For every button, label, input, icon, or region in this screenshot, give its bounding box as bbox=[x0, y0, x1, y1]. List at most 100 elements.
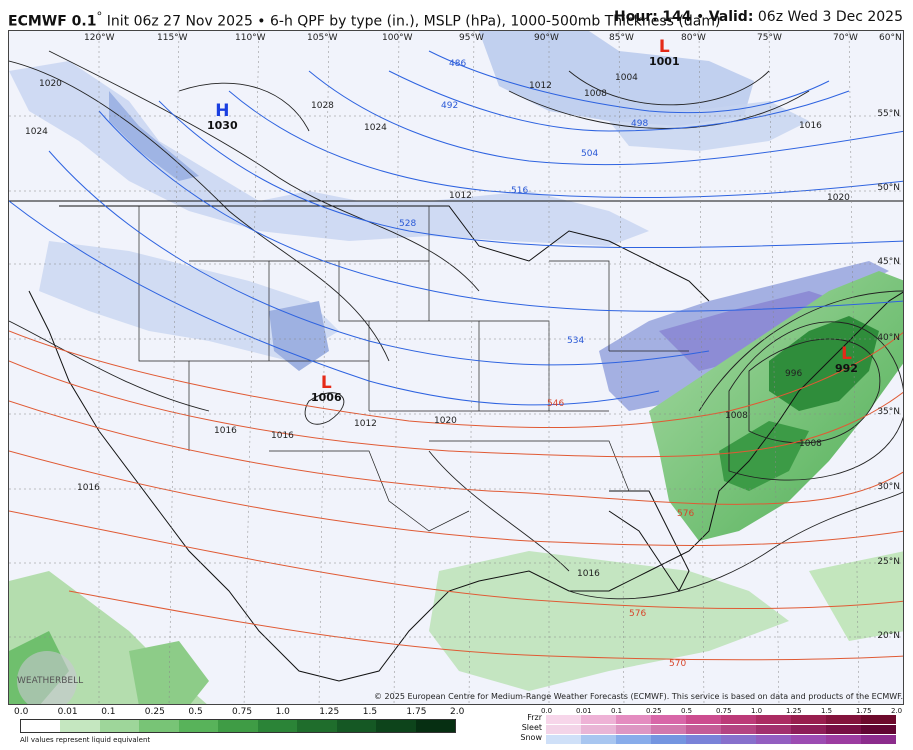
isobars bbox=[9, 50, 903, 600]
rain-tick-label: 1.5 bbox=[362, 707, 378, 717]
rain-swatch bbox=[376, 720, 416, 732]
isobar-label: 1020 bbox=[827, 193, 850, 203]
isobar-label: 1008 bbox=[799, 439, 822, 449]
lat-label: 55°N bbox=[877, 109, 900, 119]
lat-label: 20°N bbox=[877, 631, 900, 641]
sleet-swatch bbox=[721, 725, 756, 734]
sleet-swatch bbox=[546, 725, 581, 734]
lat-label: 45°N bbox=[877, 257, 900, 267]
sleet-swatch bbox=[861, 725, 896, 734]
snow-swatch bbox=[791, 735, 826, 744]
snow-swatch bbox=[616, 735, 651, 744]
rain-swatch bbox=[257, 720, 298, 732]
thickness-blue bbox=[9, 50, 903, 406]
isobar-label: 1020 bbox=[434, 416, 457, 426]
ptype-tick-label: 0.0 bbox=[541, 707, 553, 715]
thickness-label: 570 bbox=[669, 659, 687, 669]
valid-time: Hour: 144 • Valid: 06z Wed 3 Dec 2025 bbox=[614, 9, 903, 25]
frzr-swatch bbox=[546, 715, 581, 724]
ptype-tick-label: 0.75 bbox=[716, 707, 732, 715]
isobar-label: 1012 bbox=[529, 81, 552, 91]
lon-label: 85°W bbox=[609, 33, 634, 43]
hour-label: Hour: bbox=[614, 9, 658, 25]
thickness-label: 576 bbox=[677, 509, 695, 519]
frzr-swatch bbox=[861, 715, 896, 724]
weather-map: 120°W 115°W 110°W 105°W 100°W 95°W 90°W … bbox=[8, 30, 904, 705]
rain-swatch bbox=[99, 720, 140, 732]
isobar-label: 1012 bbox=[449, 191, 472, 201]
ptype-tick-label: 0.25 bbox=[646, 707, 662, 715]
lon-label: 90°W bbox=[534, 33, 559, 43]
rain-tick-label: 0.1 bbox=[101, 707, 116, 717]
rain-tick-label: 0.5 bbox=[188, 707, 203, 717]
isobar-label: 1008 bbox=[584, 89, 607, 99]
snow-swatch bbox=[686, 735, 721, 744]
ptype-tick-label: 0.01 bbox=[576, 707, 592, 715]
sleet-swatch bbox=[581, 725, 616, 734]
sleet-swatch bbox=[651, 725, 686, 734]
coastlines bbox=[9, 200, 903, 682]
rain-swatch bbox=[415, 720, 455, 732]
rain-swatch bbox=[139, 720, 179, 732]
thickness-red bbox=[9, 330, 903, 661]
frzr-swatch bbox=[651, 715, 686, 724]
lat-label: 25°N bbox=[877, 557, 900, 567]
snow-swatch bbox=[826, 735, 861, 744]
isobar-label: 1016 bbox=[77, 483, 100, 493]
valid-label: Valid: bbox=[708, 9, 754, 25]
snow-swatch bbox=[581, 735, 616, 744]
map-graphics bbox=[9, 31, 903, 704]
weatherbell-logo: WEATHERBELL bbox=[17, 651, 83, 704]
rain-tick-label: 2.0 bbox=[450, 707, 465, 717]
isobar-label: 1016 bbox=[214, 426, 237, 436]
lon-label: 75°W bbox=[757, 33, 782, 43]
lon-label: 110°W bbox=[235, 33, 266, 43]
rain-swatch bbox=[336, 720, 377, 732]
lon-label: 105°W bbox=[307, 33, 338, 43]
ptype-tick-label: 1.25 bbox=[786, 707, 802, 715]
legend: 0.0 0.01 0.1 0.25 0.5 0.75 1.0 1.25 1.5 1.75 2.0 A… bbox=[0, 705, 913, 750]
rain-swatch bbox=[21, 720, 61, 732]
frzr-swatch bbox=[791, 715, 826, 724]
isobar-label: 1016 bbox=[271, 431, 294, 441]
isobar-label: 1024 bbox=[25, 127, 48, 137]
copyright-notice: © 2025 European Centre for Medium-Range … bbox=[374, 692, 903, 701]
ptype-tick-label: 1.5 bbox=[821, 707, 833, 715]
isobar-label: 1012 bbox=[354, 419, 377, 429]
valid-value: 06z Wed 3 Dec 2025 bbox=[757, 9, 903, 25]
isobar-label: 1024 bbox=[364, 123, 387, 133]
snow-swatch bbox=[546, 735, 581, 744]
isobar-label: 1004 bbox=[615, 73, 638, 83]
thickness-label: 486 bbox=[449, 59, 467, 69]
thickness-label: 546 bbox=[547, 399, 565, 409]
lon-label: 80°W bbox=[681, 33, 706, 43]
hour-value: 144 bbox=[662, 9, 692, 25]
lat-label: 30°N bbox=[877, 482, 900, 492]
isobar-label: 1020 bbox=[39, 79, 62, 89]
rain-tick-label: 0.0 bbox=[14, 707, 29, 717]
sleet-label: Sleet bbox=[521, 723, 542, 732]
thickness-label: 528 bbox=[399, 219, 417, 229]
low-pressure-center: L 992 bbox=[835, 344, 858, 375]
isobar-label: 1016 bbox=[577, 569, 600, 579]
rain-swatch bbox=[60, 720, 100, 732]
lon-label: 120°W bbox=[84, 33, 115, 43]
rain-colorbar bbox=[20, 719, 456, 733]
sleet-swatch bbox=[791, 725, 826, 734]
ptype-tick-label: 0.1 bbox=[611, 707, 623, 715]
legend-note: All values represent liquid equivalent bbox=[20, 736, 151, 744]
lon-label: 100°W bbox=[382, 33, 413, 43]
lon-label: 95°W bbox=[459, 33, 484, 43]
rain-tick-label: 1.25 bbox=[319, 707, 340, 717]
snow-swatch bbox=[756, 735, 791, 744]
frzr-label: Frzr bbox=[527, 713, 542, 722]
rain-swatch bbox=[178, 720, 219, 732]
snow-swatch bbox=[651, 735, 686, 744]
sleet-swatch bbox=[756, 725, 791, 734]
rain-swatch bbox=[218, 720, 258, 732]
thickness-label: 516 bbox=[511, 186, 529, 196]
lon-label: 115°W bbox=[157, 33, 188, 43]
frzr-swatch bbox=[826, 715, 861, 724]
high-pressure-center: H 1030 bbox=[207, 101, 238, 132]
sleet-swatch bbox=[826, 725, 861, 734]
